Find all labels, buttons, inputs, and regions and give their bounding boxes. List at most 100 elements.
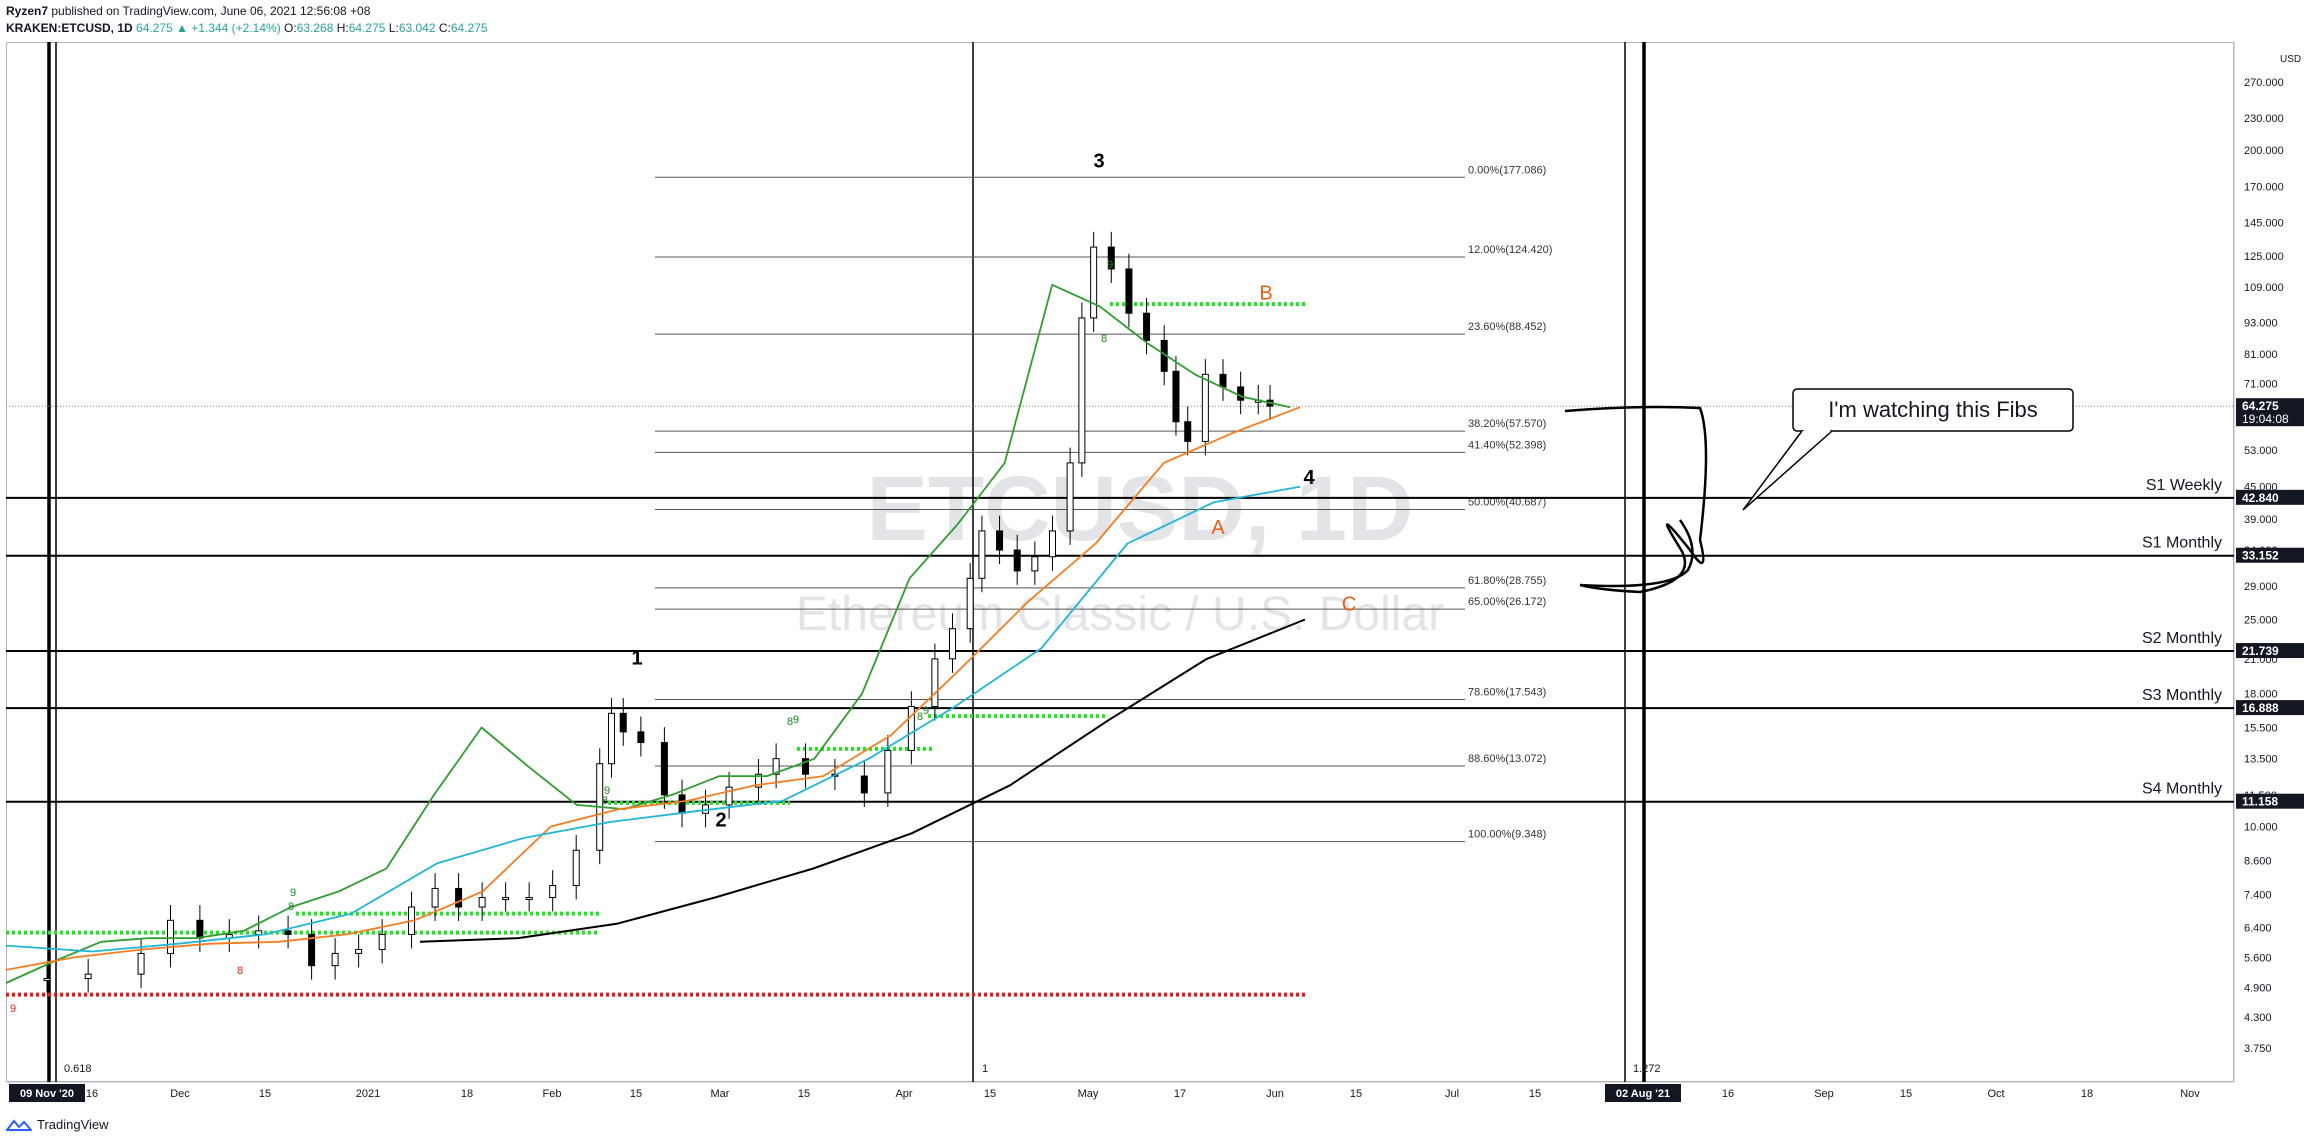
chart-header: Ryzen7 published on TradingView.com, Jun… (6, 3, 488, 37)
y-tick-label-24: 6.400 (2244, 922, 2272, 934)
candle-body-52 (1201, 373, 1209, 442)
y-tick-label-27: 4.300 (2244, 1012, 2272, 1024)
price-tag-4: 16.888 (2242, 701, 2279, 715)
td-count-11: 9 (1107, 259, 1113, 271)
price-tag-0: 64.275 (2242, 399, 2279, 413)
wave-label-1: 2 (715, 809, 726, 831)
price-tag-box-1 (2236, 489, 2304, 505)
candle-body-13 (431, 887, 439, 908)
y-tick-label-19: 13.500 (2244, 754, 2278, 766)
x-tick-box-18 (1605, 1084, 1681, 1102)
td-count-8: 8 (917, 711, 923, 723)
close-label: C: (438, 21, 451, 35)
fib-level-label-9: 88.60%(13.072) (1468, 753, 1546, 765)
x-tick-label-10: Apr (895, 1088, 912, 1100)
candle-body-22 (619, 712, 627, 733)
price-tag-box-2 (2236, 547, 2304, 563)
tradingview-footer[interactable]: TradingView (6, 1117, 109, 1132)
ma-line-3 (419, 618, 1306, 943)
tradingview-brand: TradingView (37, 1117, 109, 1132)
candle-body-32 (860, 775, 868, 794)
low-label: L: (388, 21, 399, 35)
price-tag-2: 33.152 (2242, 549, 2279, 563)
fib-time-label-1: 1 (982, 1063, 988, 1075)
fib-level-label-7: 65.00%(26.172) (1468, 596, 1546, 608)
candle-body-6 (255, 930, 263, 935)
candle-body-44 (1078, 317, 1086, 464)
x-tick-label-19: 16 (1722, 1088, 1734, 1100)
candle-body-14 (455, 887, 463, 908)
y-axis-unit: USD (2280, 54, 2301, 65)
candle-body-41 (1031, 556, 1039, 572)
high-label: H: (336, 21, 349, 35)
last-price: 64.275 (136, 21, 173, 35)
low-value: 63.042 (398, 21, 436, 35)
watermark-name: Ethereum Classic / U.S. Dollar (796, 588, 1444, 641)
fib-level-label-10: 100.00%(9.348) (1468, 829, 1546, 841)
wave-label-5: B (1259, 283, 1272, 305)
candle-body-48 (1143, 312, 1151, 341)
x-tick-label-20: Sep (1814, 1088, 1834, 1100)
x-tick-label-18: 02 Aug '21 (1616, 1088, 1670, 1100)
candle-body-16 (502, 897, 510, 901)
close-value: 64.275 (450, 21, 488, 35)
candle-body-4 (196, 919, 204, 939)
td-count-5: 9 (604, 785, 610, 797)
y-tick-label-1: 230.000 (2244, 113, 2284, 125)
x-tick-label-22: Oct (1987, 1088, 2004, 1100)
symbol-name[interactable]: KRAKEN:ETCUSD, 1D (6, 21, 133, 35)
price-tag-box-5 (2236, 793, 2304, 809)
x-tick-label-15: 15 (1350, 1088, 1362, 1100)
candle-body-37 (966, 577, 974, 630)
pivot-label-4: S4 Monthly (2142, 781, 2222, 798)
candle-body-9 (331, 952, 339, 967)
x-tick-label-23: 18 (2081, 1088, 2093, 1100)
price-tag-1: 42.840 (2242, 491, 2279, 505)
y-tick-label-15: 25.000 (2244, 614, 2278, 626)
y-tick-label-28: 3.750 (2244, 1043, 2272, 1055)
x-tick-label-8: Mar (711, 1088, 730, 1100)
wave-label-3: 4 (1303, 467, 1315, 489)
x-tick-label-21: 15 (1900, 1088, 1912, 1100)
y-tick-label-6: 109.000 (2244, 282, 2284, 294)
x-tick-label-5: 18 (461, 1088, 473, 1100)
annotation-scribble (1564, 405, 1708, 594)
pivot-label-2: S2 Monthly (2142, 630, 2222, 647)
candle-body-7 (284, 930, 292, 935)
td-count-0: 9 (10, 1003, 16, 1015)
x-tick-label-17: 15 (1529, 1088, 1541, 1100)
tradingview-logo-icon (6, 1118, 32, 1131)
author-name[interactable]: Ryzen7 (6, 4, 49, 18)
candle-body-54 (1237, 386, 1245, 401)
candle-body-8 (308, 933, 316, 967)
x-tick-label-7: 15 (630, 1088, 642, 1100)
y-tick-label-22: 8.600 (2244, 856, 2272, 868)
y-tick-label-2: 200.000 (2244, 145, 2284, 157)
candle-body-45 (1090, 246, 1098, 319)
td-count-3: 9 (290, 887, 296, 899)
fib-level-label-5: 50.00%(40.687) (1468, 496, 1546, 508)
y-tick-label-17: 18.000 (2244, 689, 2278, 701)
fib-level-label-3: 38.20%(57.570) (1468, 418, 1546, 430)
td-count-4: 8 (602, 795, 608, 807)
x-tick-label-13: 17 (1174, 1088, 1186, 1100)
x-tick-label-3: 15 (259, 1088, 271, 1100)
x-tick-label-24: Nov (2180, 1088, 2200, 1100)
y-tick-label-3: 170.000 (2244, 181, 2284, 193)
ma-line-2 (5, 485, 1301, 953)
fib-level-label-2: 23.60%(88.452) (1468, 321, 1546, 333)
x-tick-label-11: 15 (984, 1088, 996, 1100)
fib-time-label-2: 1.272 (1633, 1063, 1661, 1075)
price-change: ▲ +1.344 (+2.14%) (176, 21, 281, 35)
ma-line-1 (5, 406, 1301, 971)
price-tag-box-0 (2236, 398, 2304, 427)
candle-body-10 (355, 948, 363, 954)
callout-box (1792, 388, 2074, 432)
td-count-2: 8 (288, 901, 294, 913)
y-tick-label-4: 145.000 (2244, 217, 2284, 229)
y-tick-label-26: 4.900 (2244, 983, 2272, 995)
x-tick-label-14: Jun (1266, 1088, 1284, 1100)
y-tick-label-23: 7.400 (2244, 889, 2272, 901)
candle-body-39 (996, 530, 1004, 551)
